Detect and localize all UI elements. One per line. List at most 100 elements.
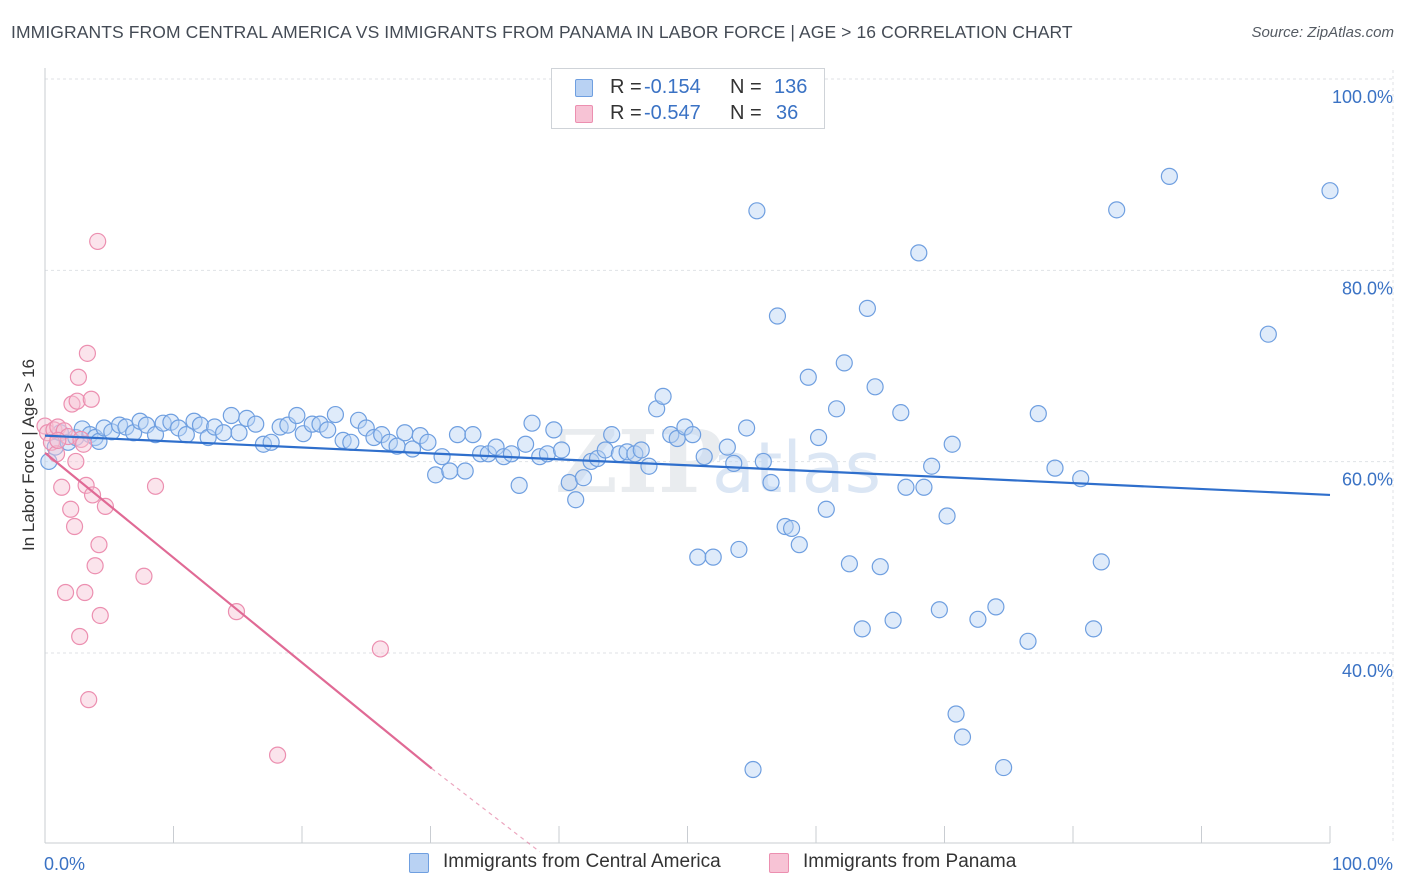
point-central-america	[1019, 632, 1037, 650]
point-central-america	[953, 728, 972, 746]
point-central-america	[853, 620, 871, 638]
legend-n-value: 136	[774, 76, 808, 98]
point-central-america	[782, 519, 801, 538]
point-central-america	[1084, 620, 1103, 638]
point-central-america	[510, 476, 528, 494]
point-central-america	[516, 435, 535, 453]
point-panama	[74, 435, 93, 453]
point-panama	[82, 390, 100, 408]
legend-r-value: -0.154	[644, 76, 701, 98]
x-tick-label: 0.0%	[44, 854, 85, 874]
point-central-america	[930, 601, 948, 619]
point-central-america	[938, 507, 956, 525]
point-panama	[69, 368, 88, 386]
point-panama	[146, 477, 165, 495]
point-panama	[62, 500, 80, 518]
point-central-america	[738, 419, 756, 437]
point-central-america	[206, 418, 224, 436]
point-central-america	[943, 435, 961, 453]
point-central-america	[871, 558, 889, 576]
legend-label-panama: Immigrants from Panama	[803, 851, 1017, 872]
point-central-america	[319, 421, 337, 439]
chart-title: IMMIGRANTS FROM CENTRAL AMERICA VS IMMIG…	[11, 22, 1073, 42]
point-central-america	[342, 433, 360, 451]
point-central-america	[427, 466, 445, 484]
point-central-america	[230, 424, 248, 442]
point-central-america	[969, 610, 987, 628]
point-central-america	[817, 500, 835, 518]
point-central-america	[776, 517, 794, 536]
point-panama	[90, 536, 108, 554]
point-central-america	[222, 406, 240, 425]
point-central-america	[199, 428, 217, 447]
point-central-america	[441, 462, 459, 480]
y-axis-label: In Labor Force | Age > 16	[19, 358, 38, 552]
point-central-america	[748, 202, 766, 220]
point-panama	[53, 478, 71, 496]
point-central-america	[552, 441, 571, 459]
point-panama	[72, 430, 90, 449]
point-central-america	[1029, 405, 1047, 423]
point-central-america	[866, 378, 884, 396]
trend-lines	[44, 434, 1331, 853]
point-central-america	[191, 416, 210, 434]
source-label: Source: ZipAtlas.com	[1251, 24, 1394, 41]
point-central-america	[502, 445, 521, 463]
point-central-america	[574, 469, 593, 487]
point-central-america	[110, 416, 129, 434]
point-central-america	[923, 457, 941, 475]
legend-n-label: N =	[730, 76, 762, 98]
legend-swatch-central-america	[575, 79, 593, 97]
point-panama	[63, 395, 81, 413]
point-central-america	[947, 705, 965, 723]
legend-r-label: R =	[610, 76, 642, 98]
point-central-america	[603, 426, 621, 444]
point-central-america	[380, 433, 398, 451]
y-tick-label: 60.0%	[1342, 470, 1393, 490]
point-central-america	[762, 473, 780, 492]
point-central-america	[247, 415, 265, 433]
legend-n-label: N =	[730, 102, 762, 124]
point-central-america	[419, 433, 437, 451]
point-central-america	[1108, 201, 1126, 219]
legend-swatch-central-america	[409, 853, 429, 873]
point-panama	[36, 417, 54, 435]
point-panama	[135, 567, 153, 585]
point-panama	[86, 557, 104, 575]
legend-r-label: R =	[610, 102, 642, 124]
point-central-america	[995, 758, 1013, 777]
point-central-america	[684, 426, 702, 444]
point-central-america	[288, 406, 306, 425]
point-panama	[49, 431, 67, 449]
point-panama	[68, 392, 86, 410]
point-panama	[91, 606, 109, 625]
point-central-america	[1259, 325, 1277, 343]
point-central-america	[654, 387, 672, 405]
point-central-america	[262, 433, 280, 451]
trend-line-panama	[44, 451, 433, 770]
point-central-america	[448, 426, 467, 444]
point-central-america	[754, 452, 772, 471]
point-central-america	[215, 424, 233, 442]
point-central-america	[915, 478, 933, 496]
point-panama	[76, 583, 94, 602]
point-central-america	[744, 760, 762, 779]
trend-line-central-america	[44, 434, 1331, 497]
point-central-america	[884, 611, 902, 629]
point-panama	[268, 746, 287, 764]
point-central-america	[987, 598, 1005, 616]
point-panama	[71, 627, 89, 646]
point-central-america	[897, 478, 915, 496]
y-tick-label: 100.0%	[1332, 87, 1393, 107]
point-central-america	[790, 536, 808, 554]
point-central-america	[910, 244, 928, 262]
point-central-america	[840, 555, 859, 573]
point-central-america	[433, 448, 451, 466]
point-panama	[227, 603, 246, 621]
point-central-america	[523, 414, 541, 432]
point-central-america	[704, 548, 722, 566]
point-panama	[96, 497, 114, 516]
point-central-america	[1046, 459, 1064, 477]
point-central-america	[396, 424, 414, 442]
